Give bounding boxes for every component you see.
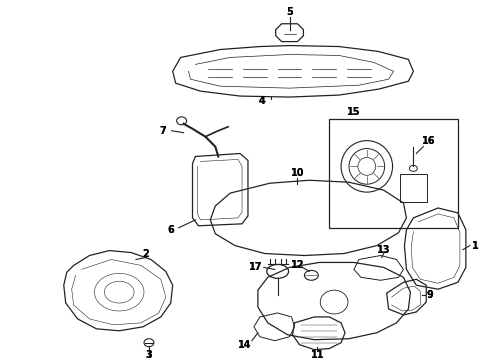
Text: 6: 6 xyxy=(168,225,174,235)
Text: 7: 7 xyxy=(159,126,166,136)
Text: 6: 6 xyxy=(168,225,174,235)
Text: 14: 14 xyxy=(238,339,252,350)
Text: 15: 15 xyxy=(347,107,361,117)
Text: 7: 7 xyxy=(159,126,166,136)
Text: 3: 3 xyxy=(146,350,152,360)
Bar xyxy=(329,119,458,228)
Text: 1: 1 xyxy=(472,240,479,251)
Text: 16: 16 xyxy=(421,136,435,146)
Text: 17: 17 xyxy=(249,262,263,273)
Text: 11: 11 xyxy=(311,350,324,360)
Text: 12: 12 xyxy=(291,260,304,270)
Bar xyxy=(399,174,427,202)
Text: 11: 11 xyxy=(311,350,324,360)
Text: 2: 2 xyxy=(143,248,149,258)
Text: 4: 4 xyxy=(258,96,265,106)
Text: 4: 4 xyxy=(258,96,265,106)
Text: 2: 2 xyxy=(143,248,149,258)
Text: 12: 12 xyxy=(291,260,304,270)
Text: 5: 5 xyxy=(286,7,293,17)
Text: 13: 13 xyxy=(377,244,391,255)
Text: 5: 5 xyxy=(286,7,293,17)
Text: 3: 3 xyxy=(146,350,152,360)
Text: 17: 17 xyxy=(249,262,263,273)
Text: 13: 13 xyxy=(377,244,391,255)
Text: 10: 10 xyxy=(291,168,304,178)
Text: 14: 14 xyxy=(238,339,252,350)
Text: 15: 15 xyxy=(347,107,361,117)
Text: 1: 1 xyxy=(472,240,479,251)
Text: 9: 9 xyxy=(427,290,434,300)
Text: 10: 10 xyxy=(291,168,304,178)
Text: 9: 9 xyxy=(427,290,434,300)
Text: 16: 16 xyxy=(421,136,435,146)
